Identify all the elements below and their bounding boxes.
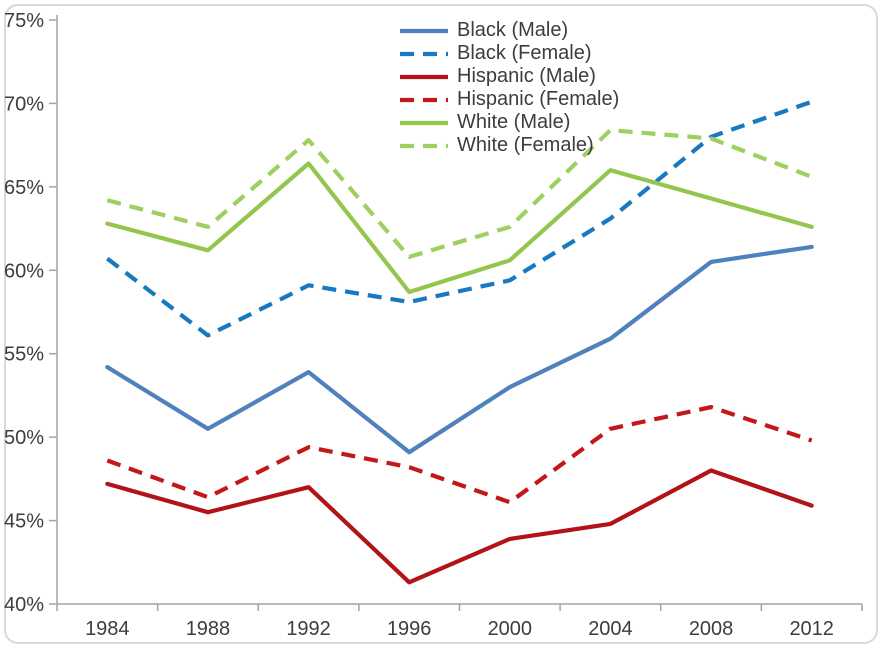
x-tick-label: 1988: [186, 618, 231, 640]
legend-item-hispanic-female-[interactable]: Hispanic (Female): [399, 88, 619, 111]
x-tick-label: 2000: [488, 618, 533, 640]
legend-swatch-line: [400, 51, 448, 56]
legend-item-black-female-[interactable]: Black (Female): [399, 42, 619, 65]
y-tick-label: 75%: [4, 10, 44, 32]
legend-swatch-line: [400, 28, 448, 33]
legend-label: Hispanic (Male): [457, 65, 596, 87]
legend-label: Black (Male): [457, 19, 569, 41]
x-tick-label: 1996: [387, 618, 432, 640]
legend-label: White (Male): [457, 111, 571, 133]
legend-item-white-male-[interactable]: White (Male): [399, 111, 619, 134]
legend-swatch-line: [400, 97, 448, 102]
legend-item-hispanic-male-[interactable]: Hispanic (Male): [399, 65, 619, 88]
legend-item-white-female-[interactable]: White (Female): [399, 134, 619, 157]
chart-legend: Black (Male) Black (Female) Hispanic (Male…: [399, 19, 619, 157]
y-tick-label: 50%: [4, 427, 44, 449]
x-tick-label: 2012: [789, 618, 834, 640]
chart-outer-border: [4, 4, 878, 644]
legend-item-black-male-[interactable]: Black (Male): [399, 19, 619, 42]
y-tick-label: 40%: [4, 594, 44, 616]
x-tick-label: 2004: [588, 618, 633, 640]
series-line-black-male-: [105, 244, 814, 455]
y-tick-label: 55%: [4, 344, 44, 366]
x-tick-label: 1984: [85, 618, 130, 640]
series-line-white-female-: [106, 128, 813, 259]
series-line-white-male-: [105, 161, 814, 295]
series-line-hispanic-male-: [105, 468, 814, 585]
y-tick-label: 60%: [4, 260, 44, 282]
x-tick-label: 2008: [689, 618, 734, 640]
legend-label: Hispanic (Female): [457, 88, 620, 110]
legend-label: White (Female): [457, 134, 594, 156]
legend-label: Black (Female): [457, 42, 592, 64]
legend-swatch-line: [400, 74, 448, 79]
legend-swatch-line: [400, 120, 448, 125]
y-tick-label: 70%: [4, 93, 44, 115]
series-line-black-female-: [106, 99, 813, 338]
series-line-hispanic-female-: [106, 405, 813, 505]
y-tick-label: 65%: [4, 177, 44, 199]
x-tick-label: 1992: [286, 618, 331, 640]
legend-swatch-line: [400, 143, 448, 148]
y-tick-label: 45%: [4, 511, 44, 533]
